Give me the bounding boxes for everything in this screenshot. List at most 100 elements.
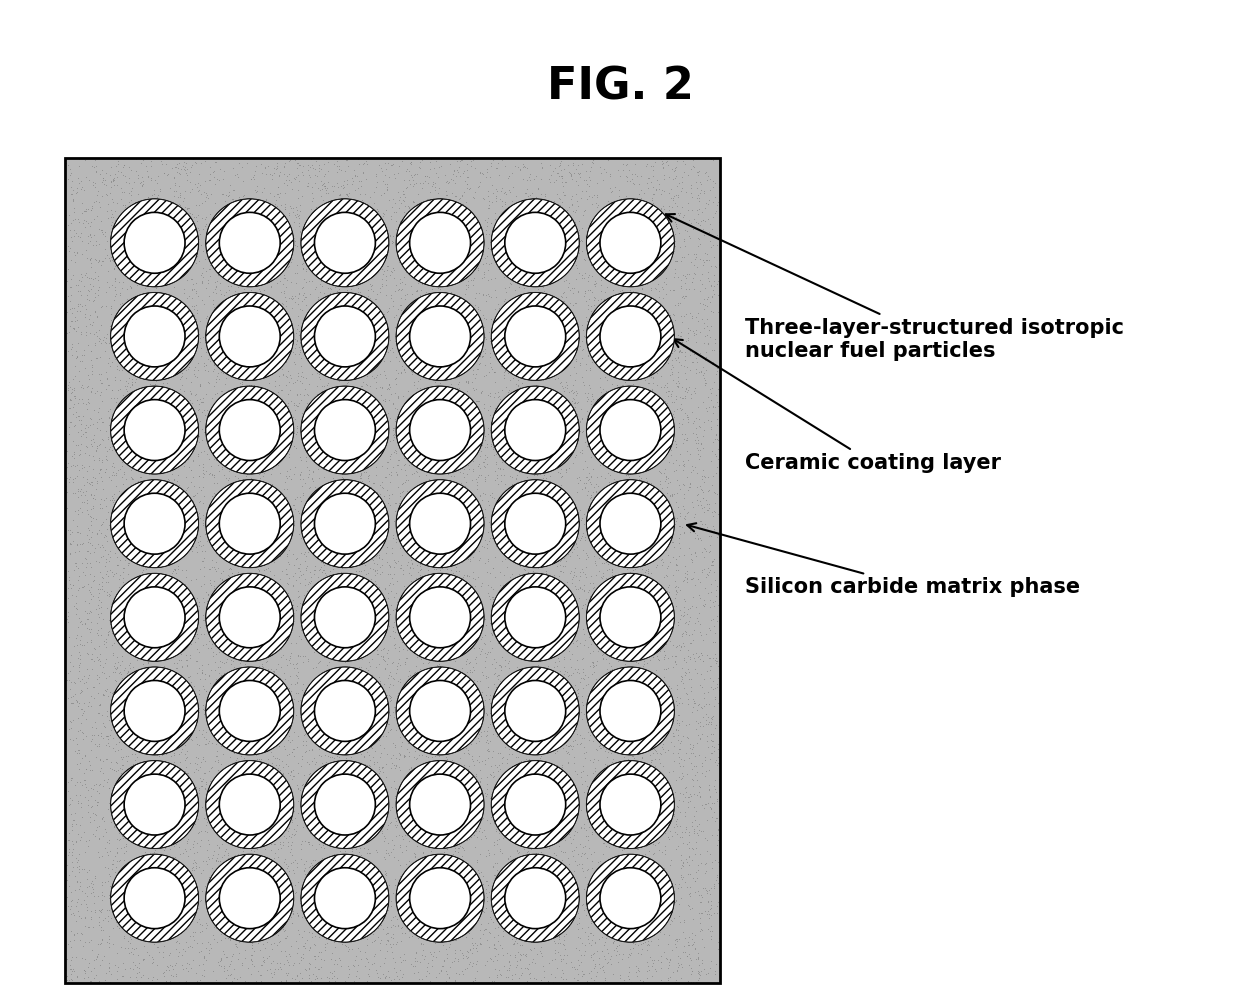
Point: [153, 624, 172, 640]
Point: [325, 299, 345, 315]
Point: [84, 302, 104, 318]
Point: [689, 283, 709, 299]
Point: [87, 234, 107, 250]
Point: [384, 420, 404, 436]
Point: [234, 622, 254, 638]
Point: [154, 969, 174, 985]
Point: [339, 309, 358, 325]
Point: [74, 951, 94, 967]
Point: [636, 543, 656, 559]
Point: [166, 325, 186, 341]
Point: [580, 727, 600, 743]
Point: [448, 844, 467, 860]
Point: [490, 459, 510, 475]
Point: [418, 816, 438, 832]
Point: [83, 416, 103, 432]
Point: [585, 316, 605, 332]
Point: [242, 584, 262, 600]
Point: [546, 427, 565, 443]
Point: [689, 283, 709, 299]
Point: [246, 630, 265, 646]
Point: [587, 687, 606, 703]
Point: [472, 223, 492, 239]
Point: [157, 542, 177, 558]
Point: [670, 226, 689, 242]
Point: [505, 669, 525, 685]
Point: [658, 927, 678, 944]
Point: [501, 621, 521, 637]
Point: [260, 384, 280, 400]
Point: [585, 276, 605, 292]
Point: [263, 902, 283, 918]
Point: [166, 342, 186, 358]
Point: [662, 829, 682, 845]
Point: [327, 158, 347, 174]
Point: [460, 690, 480, 706]
Point: [131, 773, 151, 789]
Point: [708, 942, 728, 958]
Point: [317, 662, 337, 678]
Point: [180, 400, 200, 416]
Point: [649, 289, 668, 305]
Point: [605, 927, 625, 944]
Point: [95, 655, 115, 671]
Point: [305, 883, 325, 899]
Point: [236, 744, 255, 760]
Point: [425, 846, 445, 862]
Point: [175, 522, 195, 538]
Point: [260, 769, 280, 785]
Point: [126, 610, 146, 626]
Point: [630, 720, 650, 736]
Point: [548, 903, 568, 919]
Point: [469, 793, 489, 809]
Point: [254, 645, 274, 662]
Point: [596, 164, 616, 180]
Point: [128, 923, 148, 940]
Point: [177, 633, 197, 650]
Point: [383, 155, 403, 171]
Point: [445, 175, 465, 191]
Point: [620, 922, 640, 939]
Point: [274, 888, 294, 904]
Point: [613, 946, 632, 962]
Point: [676, 508, 696, 524]
Point: [396, 907, 415, 923]
Point: [182, 939, 202, 955]
Point: [434, 739, 454, 755]
Point: [516, 442, 536, 458]
Point: [336, 621, 356, 637]
Point: [459, 390, 479, 406]
Point: [585, 819, 605, 835]
Point: [55, 602, 74, 618]
Point: [280, 779, 300, 796]
Point: [374, 416, 394, 432]
Point: [486, 862, 506, 878]
Point: [159, 727, 179, 743]
Point: [368, 803, 388, 819]
Point: [207, 754, 227, 770]
Point: [548, 370, 568, 386]
Point: [170, 165, 190, 181]
Point: [394, 204, 414, 221]
Point: [433, 357, 453, 374]
Point: [350, 407, 370, 423]
Point: [212, 461, 232, 477]
Point: [94, 972, 114, 988]
Point: [191, 832, 211, 848]
Point: [169, 178, 188, 194]
Point: [678, 479, 698, 495]
Point: [269, 225, 289, 241]
Point: [99, 928, 119, 945]
Point: [336, 185, 356, 201]
Point: [221, 757, 241, 773]
Point: [327, 784, 347, 801]
Point: [412, 672, 432, 688]
Point: [546, 372, 565, 388]
Point: [198, 561, 218, 577]
Point: [435, 387, 455, 403]
Point: [342, 549, 362, 565]
Point: [315, 675, 335, 691]
Point: [454, 637, 474, 654]
Point: [637, 916, 657, 932]
Point: [677, 432, 697, 448]
